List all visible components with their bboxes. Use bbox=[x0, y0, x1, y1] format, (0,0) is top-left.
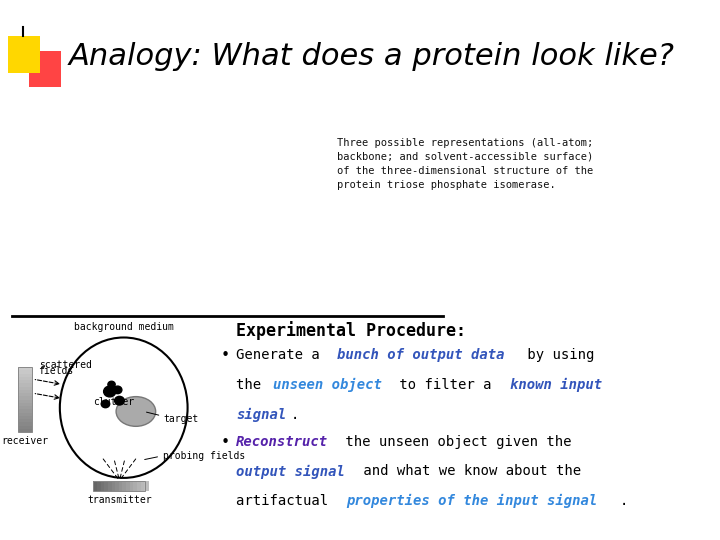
Ellipse shape bbox=[60, 338, 188, 478]
Bar bbox=[19, 367, 32, 370]
Bar bbox=[19, 367, 32, 432]
Bar bbox=[145, 481, 148, 491]
Bar bbox=[19, 370, 32, 374]
Text: .: . bbox=[620, 494, 628, 508]
Text: properties of the input signal: properties of the input signal bbox=[346, 494, 597, 508]
Circle shape bbox=[104, 386, 116, 397]
Bar bbox=[19, 373, 32, 377]
Text: transmitter: transmitter bbox=[87, 495, 152, 505]
Bar bbox=[19, 412, 32, 416]
Text: and what we know about the: and what we know about the bbox=[355, 464, 581, 478]
Bar bbox=[137, 481, 141, 491]
Circle shape bbox=[113, 386, 122, 394]
Text: .: . bbox=[291, 408, 300, 422]
Bar bbox=[94, 481, 97, 491]
Bar bbox=[19, 422, 32, 426]
Text: Experimental Procedure:: Experimental Procedure: bbox=[236, 321, 467, 340]
Text: known input: known input bbox=[510, 378, 603, 392]
Text: to filter a: to filter a bbox=[392, 378, 500, 392]
Text: Reconstruct: Reconstruct bbox=[236, 435, 328, 449]
Bar bbox=[19, 425, 32, 429]
Bar bbox=[19, 399, 32, 403]
Text: scattered: scattered bbox=[39, 360, 91, 370]
Bar bbox=[19, 396, 32, 400]
Text: Three possible representations (all-atom;
backbone; and solvent-accessible surfa: Three possible representations (all-atom… bbox=[337, 138, 593, 190]
Text: unseen object: unseen object bbox=[273, 378, 382, 392]
Text: the: the bbox=[236, 378, 270, 392]
Bar bbox=[19, 402, 32, 406]
Bar bbox=[19, 409, 32, 413]
Text: the unseen object given the: the unseen object given the bbox=[337, 435, 571, 449]
Bar bbox=[126, 481, 130, 491]
Bar bbox=[19, 389, 32, 393]
Bar bbox=[94, 481, 145, 491]
Text: signal: signal bbox=[236, 408, 287, 422]
Bar bbox=[140, 481, 145, 491]
Bar bbox=[122, 481, 127, 491]
Bar bbox=[104, 481, 109, 491]
Text: Generate a: Generate a bbox=[236, 348, 328, 362]
Text: fields: fields bbox=[39, 366, 73, 376]
Text: •: • bbox=[221, 348, 230, 363]
Bar bbox=[133, 481, 138, 491]
Bar bbox=[19, 386, 32, 390]
Text: receiver: receiver bbox=[1, 436, 49, 447]
Text: target: target bbox=[163, 414, 199, 423]
Bar bbox=[97, 481, 102, 491]
Bar bbox=[130, 481, 134, 491]
Text: clutter: clutter bbox=[93, 397, 134, 407]
Bar bbox=[19, 393, 32, 396]
Text: background medium: background medium bbox=[73, 322, 174, 332]
Bar bbox=[19, 418, 32, 422]
Bar bbox=[101, 481, 105, 491]
Bar bbox=[115, 481, 120, 491]
Bar bbox=[19, 415, 32, 419]
Bar bbox=[8, 36, 40, 73]
Text: by using: by using bbox=[519, 348, 595, 362]
Text: artifactual: artifactual bbox=[236, 494, 337, 508]
Text: bunch of output data: bunch of output data bbox=[337, 348, 504, 362]
Bar bbox=[19, 383, 32, 387]
Bar bbox=[19, 406, 32, 409]
Circle shape bbox=[102, 400, 109, 408]
Ellipse shape bbox=[116, 396, 156, 427]
Text: output signal: output signal bbox=[236, 464, 345, 478]
Text: •: • bbox=[221, 435, 230, 450]
Circle shape bbox=[108, 381, 115, 388]
Bar bbox=[19, 380, 32, 383]
Circle shape bbox=[114, 396, 125, 405]
Bar bbox=[19, 376, 32, 380]
Text: Analogy: What does a protein look like?: Analogy: What does a protein look like? bbox=[69, 42, 675, 71]
Bar bbox=[119, 481, 123, 491]
Bar bbox=[30, 51, 61, 87]
Bar bbox=[19, 428, 32, 432]
Bar bbox=[112, 481, 116, 491]
Text: probing fields: probing fields bbox=[163, 451, 246, 461]
Bar bbox=[108, 481, 112, 491]
